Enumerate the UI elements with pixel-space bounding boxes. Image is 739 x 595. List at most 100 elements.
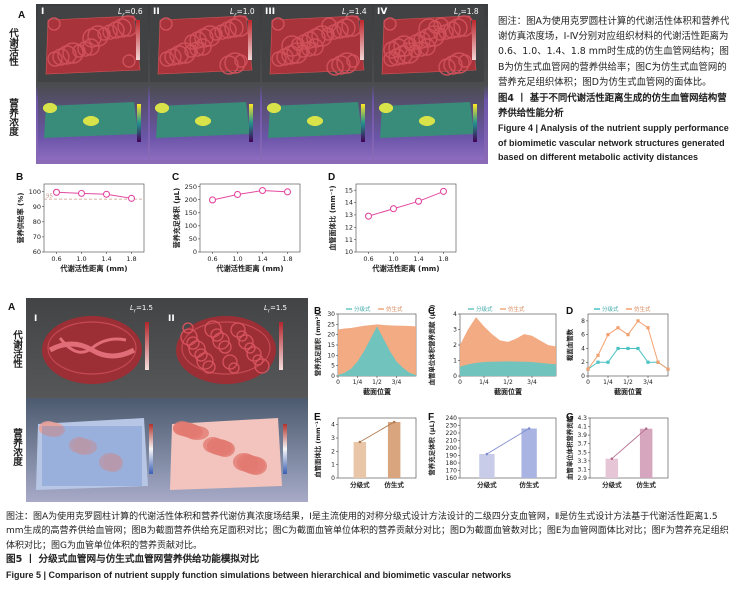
y-tick-label: 190: [446, 453, 458, 460]
y-tick-label: 210: [446, 438, 458, 445]
x-category-label: 仿生式: [519, 480, 539, 489]
fig4-row-label-activity: 代谢活性: [7, 28, 18, 66]
plot-frame: [589, 417, 669, 479]
y-tick-label: 150: [185, 209, 197, 217]
data-point: [102, 190, 111, 198]
data-point: [646, 360, 650, 364]
y-tick-label: 0: [453, 373, 457, 380]
fig4-row-label-nutrient: 营养浓度: [7, 98, 18, 136]
fig4-nutrient-svg-3: [267, 102, 365, 142]
y-tick-label: 13: [345, 211, 353, 219]
data-point: [77, 189, 86, 197]
x-tick-label: 1/4: [603, 379, 613, 386]
fig5-chart-e: 0 1 2 3 4 分级式 仿生式 血管面体比 (mm⁻¹): [313, 417, 417, 489]
x-tick-label: 1.4: [257, 255, 267, 263]
fig4-activity-map-1: [38, 6, 148, 82]
fig4-panel-b-label: B: [16, 172, 24, 183]
x-tick-label: 3/4: [392, 379, 402, 386]
y-tick-label: 4: [453, 311, 457, 318]
y-tick-label: 4: [581, 345, 585, 352]
data-point: [666, 367, 670, 371]
legend-label-hier: 分级式: [602, 305, 619, 313]
fig5-chart-c: 0 1 2 3 4 0 1/4 1/2 3/4 截面位置 血管单位体积营养贡献 (μL) 分级式 仿生式: [427, 305, 557, 396]
data-point: [208, 196, 217, 204]
fig4-caption-title-cn: 图4 丨 基于不同代谢活性距离生成的仿生血管网结构营养供给性能分析: [498, 93, 727, 120]
data-point: [52, 188, 61, 196]
y-tick-label: 180: [446, 460, 458, 467]
y-tick-label: 1: [453, 358, 457, 365]
data-point: [127, 194, 136, 202]
fig4-column-lr-3: Lr=1.4: [342, 7, 367, 19]
x-tick-label: 1/2: [623, 379, 633, 386]
fig5-column-roman-2: II: [168, 314, 175, 324]
y-tick-label: 14: [345, 199, 353, 207]
y-tick-label: 3.3: [577, 458, 587, 465]
y-tick-label: 15: [327, 342, 335, 349]
data-point: [626, 346, 630, 351]
plot-frame: [355, 183, 457, 253]
fig5-caption-title-en: Figure 5 | Comparison of nutrient supply…: [6, 569, 512, 580]
y-tick-label: 0: [331, 475, 335, 482]
y-tick-label: 90: [33, 203, 41, 211]
fig5-activity-svg-2: [176, 316, 283, 384]
legend-label-hier: 分级式: [476, 305, 493, 313]
x-axis-label: 代谢活性距离 (mm): [215, 264, 283, 273]
plot-frame: [459, 417, 557, 479]
bar-top-point: [392, 420, 396, 424]
y-tick-label: 12: [345, 223, 353, 231]
y-tick-label: 1: [331, 462, 335, 469]
fig4-caption: 图注：图A为使用克罗圆柱计算的代谢活性体积和营养代谢仿真浓度场，Ⅰ-Ⅳ分别对应组…: [498, 14, 734, 164]
fig5-row-label-nutrient: 营养浓度: [11, 428, 22, 466]
bar-bio: [521, 428, 537, 478]
x-tick-label: 0: [586, 379, 590, 386]
y-tick-label: 100: [185, 222, 197, 230]
fig4-caption-note: 图注：图A为使用克罗圆柱计算的代谢活性体积和营养代谢仿真浓度场，Ⅰ-Ⅳ分别对应组…: [498, 16, 730, 88]
x-axis-label: 代谢活性距离 (mm): [371, 264, 439, 273]
y-tick-label: 240: [446, 415, 458, 422]
fig5-nutrient-svg-2: [170, 418, 287, 490]
area-hier: [338, 326, 416, 376]
y-tick-label: 200: [446, 445, 458, 452]
data-point: [616, 326, 620, 330]
fig4-activity-svg-2: [157, 15, 253, 75]
y-tick-label: 170: [446, 468, 458, 475]
y-axis-label: 血管单位体积营养贡献: [565, 415, 574, 480]
x-axis-label: 截面位置: [494, 387, 522, 396]
fig5-panel-f-label: F: [428, 412, 435, 423]
y-tick-label: 8: [581, 318, 585, 325]
fig5-activity-map-1: [32, 300, 162, 396]
fig4-activity-svg-3: [269, 15, 365, 76]
y-tick-label: 10: [327, 352, 335, 359]
data-point: [439, 187, 448, 195]
y-tick-label: 50: [189, 235, 197, 243]
data-point: [258, 186, 267, 195]
bar-hier: [605, 458, 619, 478]
bar-bio: [639, 428, 653, 478]
x-tick-label: 1.4: [101, 255, 111, 263]
data-point: [636, 346, 640, 351]
data-point: [414, 197, 423, 205]
x-axis-label: 截面位置: [363, 387, 391, 396]
x-tick-label: 1/2: [503, 379, 513, 386]
plot-frame: [587, 313, 669, 377]
fig5-column-lr-1: Lr=1.5: [130, 304, 153, 315]
fig5-column-roman-1: I: [34, 314, 38, 324]
y-tick-label: 60: [33, 248, 41, 256]
data-point: [364, 212, 373, 220]
y-axis-label: 血管单位体积营养贡献 (μL): [427, 305, 436, 386]
y-tick-label: 4: [331, 422, 335, 429]
y-tick-label: 200: [185, 196, 197, 204]
y-tick-label: 4.1: [577, 424, 587, 431]
y-tick-label: 220: [446, 430, 458, 437]
x-tick-label: 0.6: [207, 255, 217, 263]
y-tick-label: 100: [29, 188, 41, 196]
data-point: [616, 346, 620, 351]
fig5-panel-e-label: E: [314, 412, 321, 423]
y-axis-label: 截面血管数: [565, 328, 574, 361]
fig4-nutrient-map-2: [150, 84, 260, 160]
fig4-activity-svg-4: [381, 15, 477, 76]
fig4-column-roman-4: IV: [377, 7, 388, 17]
